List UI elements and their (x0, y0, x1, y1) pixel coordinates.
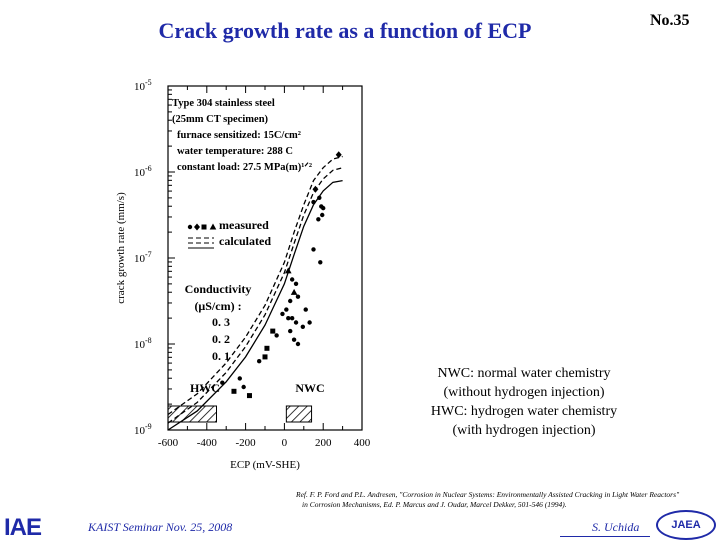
data-point-circle (241, 384, 246, 390)
x-tick-label: -600 (158, 437, 179, 449)
data-point-circle (237, 376, 242, 381)
conductivity-label-unit: (μS/cm) : (194, 299, 241, 313)
data-point-square (264, 345, 270, 351)
water-chemistry-notes: NWC: normal water chemistry (without hyd… (398, 364, 650, 440)
x-axis-label: ECP (mV-SHE) (230, 459, 300, 471)
footer-underline (560, 536, 650, 537)
data-point-circle (286, 316, 291, 321)
data-point-square (231, 388, 237, 394)
x-tick-label: -200 (236, 437, 257, 449)
data-point-circle (293, 281, 299, 286)
specimen-info-line: furnace sensitized: 15C/cm² (177, 130, 301, 141)
data-point-circle (289, 277, 295, 282)
data-point-triangle (284, 267, 292, 274)
data-point-diamond (312, 185, 319, 193)
legend-calculated-label: calculated (219, 234, 271, 248)
data-point-circle (303, 307, 308, 312)
legend-marker-circle (187, 224, 193, 230)
data-point-circle (280, 311, 285, 317)
y-tick-exponent: -7 (145, 250, 152, 259)
data-point-circle (288, 328, 293, 334)
x-tick-label: 200 (315, 437, 332, 449)
y-tick-base: 10 (134, 81, 146, 93)
y-tick-exponent: -5 (145, 78, 152, 87)
y-tick-exponent: -9 (145, 422, 152, 431)
data-point-circle (307, 320, 312, 325)
data-point-square (262, 354, 268, 360)
x-tick-label: -400 (197, 437, 218, 449)
reference-citation: Ref. F. P. Ford and P.L. Andresen, "Corr… (296, 490, 679, 510)
x-tick-label: 400 (354, 437, 371, 449)
data-point-circle (291, 337, 297, 342)
data-point-circle (256, 359, 262, 364)
data-point-circle (284, 307, 289, 312)
y-tick-label: 10-8 (134, 336, 152, 351)
reference-line-1: Ref. F. P. Ford and P.L. Andresen, "Corr… (296, 490, 680, 499)
calculated-curve-0-2 (167, 167, 343, 424)
legend-marker-triangle (209, 223, 217, 230)
nwc-region-label: NWC (295, 381, 324, 395)
legend-marker-square (201, 224, 207, 230)
hwc-region-bar (167, 405, 217, 423)
nwc-region-bar (285, 405, 313, 423)
specimen-info-line: Type 304 stainless steel (172, 98, 275, 109)
conductivity-value: 0. 3 (212, 315, 230, 329)
data-point-circle (318, 260, 323, 265)
y-tick-label: 10-9 (134, 422, 152, 437)
data-point-circle (311, 199, 316, 205)
y-axis-label: crack growth rate (mm/s) (115, 192, 127, 304)
data-point-circle (295, 294, 301, 299)
data-point-square (270, 328, 276, 334)
x-tick-label: 0 (282, 437, 288, 449)
conductivity-value: 0. 2 (212, 332, 230, 346)
y-tick-base: 10 (134, 425, 146, 437)
note-line-hwc-detail: (with hydrogen injection) (452, 423, 596, 438)
data-point-circle (317, 195, 322, 200)
data-point-circle (320, 212, 325, 218)
y-tick-exponent: -6 (145, 164, 152, 173)
note-line-hwc: HWC: hydrogen water chemistry (430, 404, 618, 419)
y-tick-label: 10-7 (134, 250, 152, 265)
y-tick-exponent: -8 (145, 336, 152, 345)
data-point-square (246, 393, 252, 399)
data-point-circle (289, 316, 295, 321)
note-line-nwc-detail: (without hydrogen injection) (443, 385, 605, 400)
calculated-curve-0-3 (167, 155, 343, 416)
y-tick-label: 10-5 (134, 78, 152, 93)
data-point-circle (316, 217, 321, 222)
specimen-info-line: constant load: 27.5 MPa(m)¹ᐟ² (177, 161, 312, 173)
y-tick-base: 10 (134, 339, 146, 351)
specimen-info-line: (25mm CT specimen) (172, 114, 269, 125)
slide-title: Crack growth rate as a function of ECP (158, 18, 532, 43)
y-tick-label: 10-6 (134, 164, 152, 179)
y-tick-base: 10 (134, 253, 146, 265)
specimen-info-line: water temperature: 288 C (177, 146, 293, 157)
legend-marker-diamond (194, 223, 200, 231)
data-point-diamond (335, 151, 342, 159)
footer-author: S. Uchida (592, 520, 640, 534)
iae-logo: IAE (4, 514, 42, 541)
data-point-circle (311, 247, 316, 252)
legend-measured-label: measured (219, 218, 269, 232)
hwc-region-label: HWC (190, 381, 220, 395)
data-point-circle (321, 205, 326, 211)
data-point-circle (274, 333, 279, 338)
data-point-circle (288, 298, 293, 304)
conductivity-label-title: Conductivity (185, 282, 252, 296)
data-point-circle (300, 324, 306, 329)
data-point-circle (293, 320, 299, 325)
conductivity-value: 0. 1 (212, 349, 230, 363)
note-line-nwc: NWC: normal water chemistry (437, 366, 611, 381)
footer-seminar: KAIST Seminar Nov. 25, 2008 (88, 520, 233, 534)
data-point-triangle (290, 288, 298, 295)
jaea-logo: JAEA (656, 510, 716, 540)
data-point-circle (220, 380, 225, 385)
y-tick-base: 10 (134, 167, 146, 179)
reference-line-2: in Corrosion Mechanisms, Ed. P. Marcus a… (302, 500, 567, 509)
data-point-circle (295, 341, 301, 347)
slide-number: No.35 (650, 12, 690, 29)
